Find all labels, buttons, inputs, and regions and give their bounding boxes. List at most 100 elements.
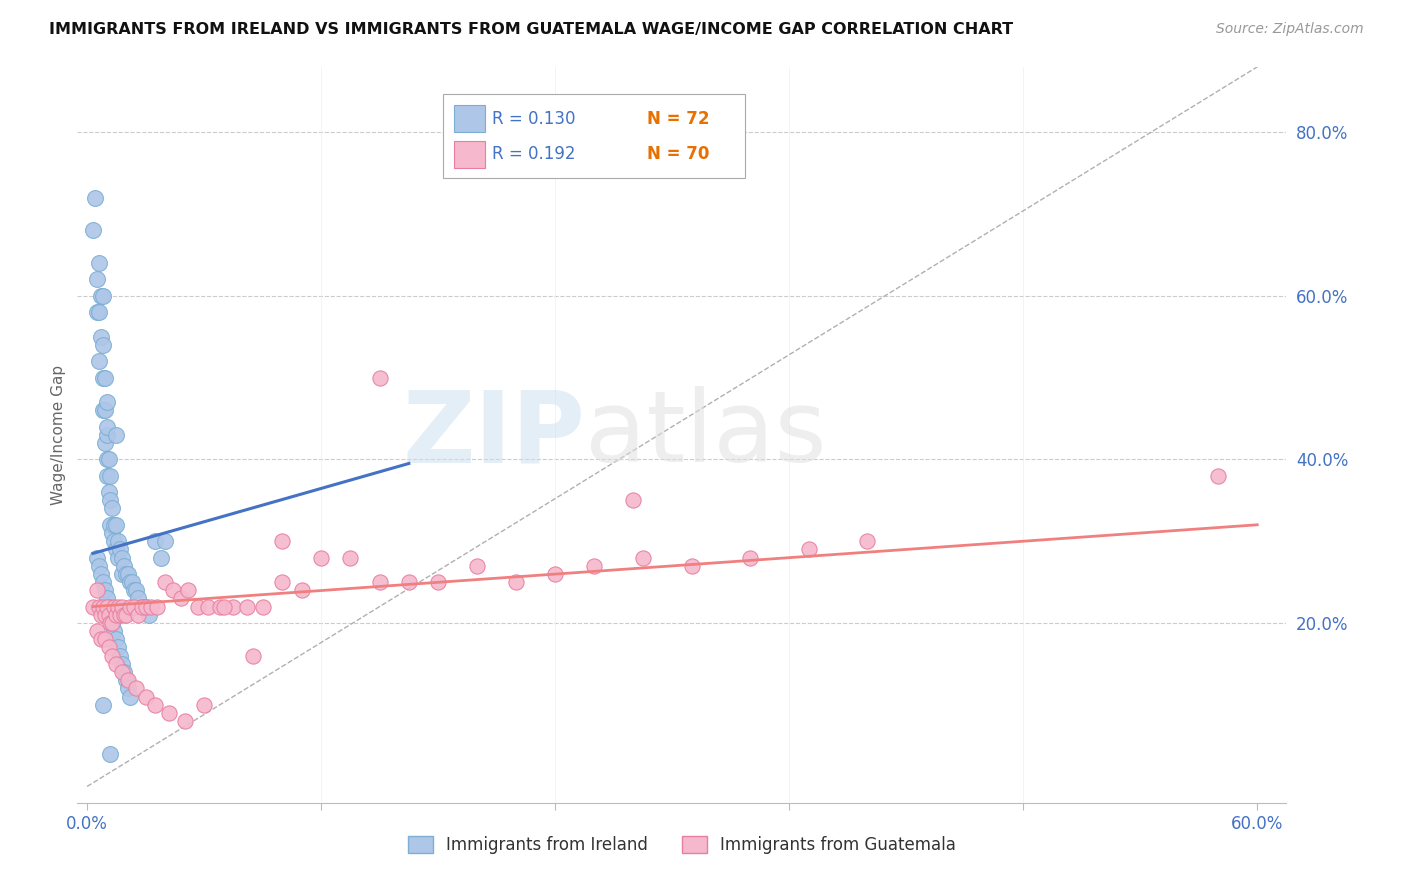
Point: [96, 468, 118, 483]
Point: [135, 599, 157, 614]
Point: [146, 599, 169, 614]
Point: [112, 607, 135, 622]
Legend: Immigrants from Ireland, Immigrants from Guatemala: Immigrants from Ireland, Immigrants from…: [401, 830, 963, 861]
Point: [101, 615, 124, 630]
Point: [122, 583, 145, 598]
Point: [105, 657, 128, 671]
Point: [118, 574, 141, 589]
Text: R = 0.192: R = 0.192: [492, 145, 575, 163]
Point: [127, 607, 149, 622]
Point: [309, 550, 332, 565]
Point: [90, 607, 112, 622]
Point: [91, 403, 114, 417]
Point: [105, 517, 128, 532]
Point: [208, 599, 231, 614]
Text: Source: ZipAtlas.com: Source: ZipAtlas.com: [1216, 22, 1364, 37]
Text: N = 70: N = 70: [647, 145, 709, 163]
Point: [110, 607, 132, 622]
Point: [107, 534, 129, 549]
Point: [681, 558, 703, 573]
Point: [291, 583, 314, 598]
Point: [93, 583, 115, 598]
Point: [105, 607, 128, 622]
Point: [93, 607, 115, 622]
Point: [100, 468, 122, 483]
Text: ZIP: ZIP: [402, 386, 585, 483]
Point: [96, 427, 118, 442]
Point: [621, 493, 644, 508]
Point: [97, 607, 120, 622]
Point: [740, 550, 762, 565]
Point: [170, 591, 193, 606]
Point: [135, 690, 157, 704]
Text: N = 72: N = 72: [647, 110, 709, 128]
Point: [103, 534, 125, 549]
Point: [177, 583, 200, 598]
Point: [153, 534, 176, 549]
Point: [125, 583, 148, 598]
Point: [111, 566, 134, 581]
Point: [100, 493, 122, 508]
Point: [105, 427, 128, 442]
Point: [93, 370, 115, 384]
Point: [97, 452, 120, 467]
Point: [117, 673, 139, 687]
Point: [91, 574, 114, 589]
Point: [103, 599, 125, 614]
Point: [856, 534, 879, 549]
Point: [107, 599, 129, 614]
Point: [97, 485, 120, 500]
Point: [103, 624, 125, 639]
Point: [97, 640, 120, 655]
Point: [105, 542, 128, 557]
Point: [427, 574, 450, 589]
Point: [83, 191, 105, 205]
Point: [86, 550, 108, 565]
Point: [118, 599, 141, 614]
Point: [465, 558, 488, 573]
Point: [91, 289, 114, 303]
Point: [117, 681, 139, 696]
Point: [101, 501, 124, 516]
Point: [368, 370, 391, 384]
Point: [150, 550, 173, 565]
Point: [100, 615, 122, 630]
Point: [86, 305, 108, 319]
Point: [143, 698, 166, 712]
Point: [111, 665, 134, 679]
Point: [91, 338, 114, 352]
Point: [103, 517, 125, 532]
Point: [110, 542, 132, 557]
Point: [107, 550, 129, 565]
Point: [110, 648, 132, 663]
Point: [118, 690, 141, 704]
Point: [111, 599, 134, 614]
Point: [339, 550, 361, 565]
Point: [193, 698, 215, 712]
Point: [271, 574, 294, 589]
Point: [96, 452, 118, 467]
Point: [93, 632, 115, 647]
Text: R = 0.130: R = 0.130: [492, 110, 575, 128]
Point: [631, 550, 654, 565]
Point: [197, 599, 219, 614]
Point: [162, 583, 184, 598]
Point: [91, 698, 114, 712]
Point: [86, 624, 108, 639]
Point: [101, 648, 124, 663]
Point: [100, 747, 122, 761]
Point: [797, 542, 820, 557]
Point: [87, 256, 110, 270]
Point: [86, 272, 108, 286]
Point: [1206, 468, 1229, 483]
Point: [131, 599, 153, 614]
Point: [173, 714, 195, 728]
Point: [101, 525, 124, 540]
Point: [105, 632, 128, 647]
Point: [111, 657, 134, 671]
Point: [93, 436, 115, 450]
Point: [115, 673, 138, 687]
Point: [583, 558, 606, 573]
Point: [90, 329, 112, 343]
Point: [96, 419, 118, 434]
